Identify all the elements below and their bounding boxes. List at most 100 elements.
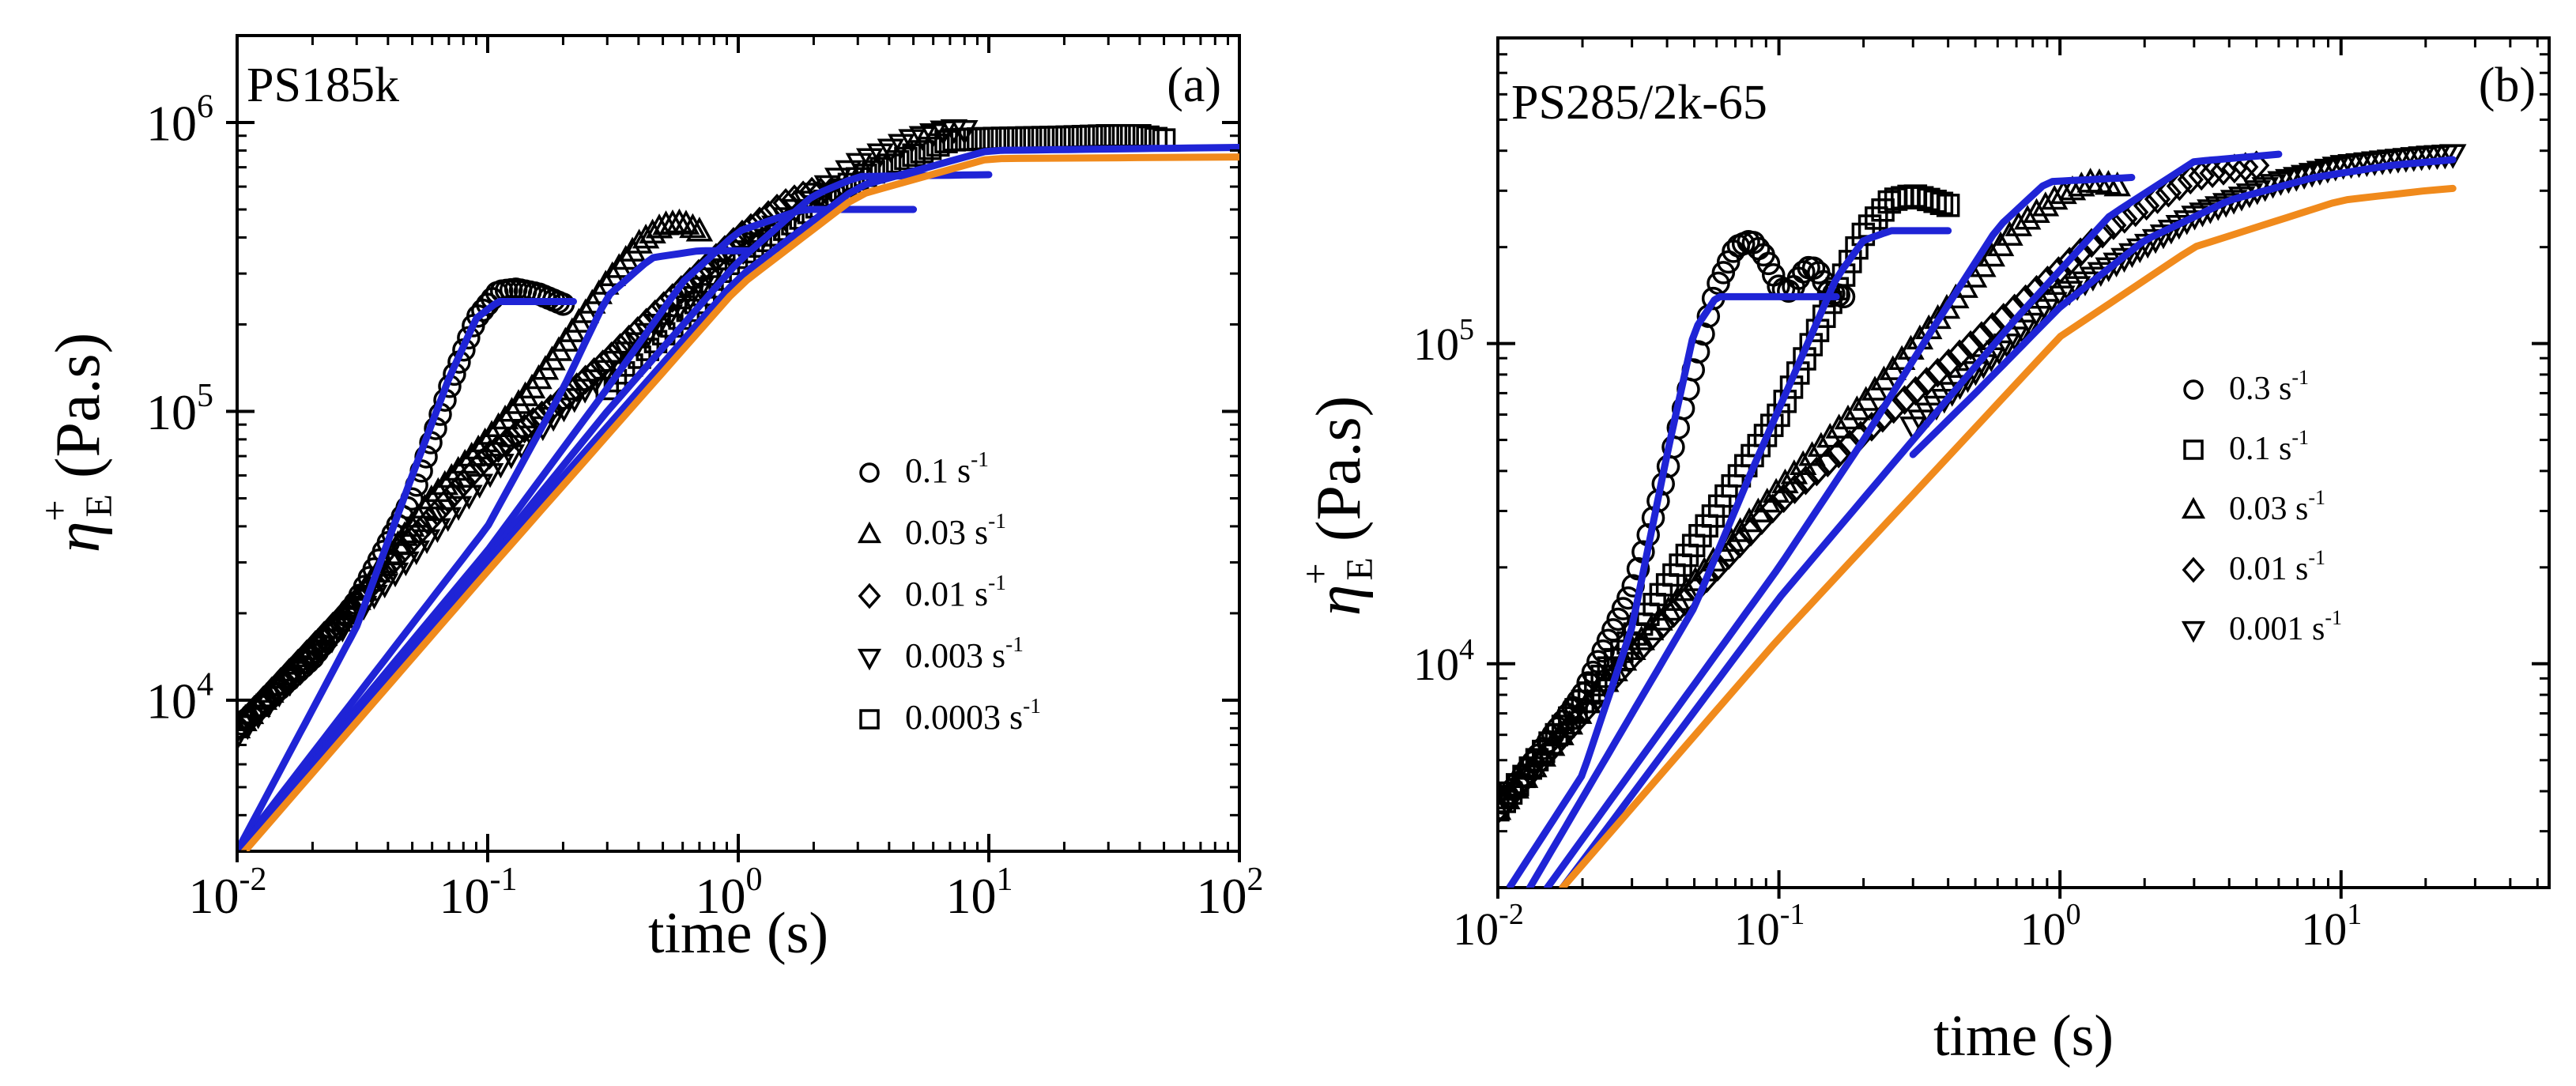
data-point xyxy=(1825,438,1852,469)
panel-b-ylabel-unit: (Pa.s) xyxy=(1304,396,1374,557)
data-point xyxy=(511,413,538,443)
data-point xyxy=(1957,330,1984,360)
data-point xyxy=(511,381,539,406)
data-point xyxy=(2133,190,2160,221)
data-point xyxy=(311,620,338,651)
x-tick-label: 100 xyxy=(696,862,763,924)
data-point xyxy=(902,143,926,167)
x-tick-label: 101 xyxy=(2301,898,2362,955)
data-point xyxy=(237,726,251,752)
legend-item: 0.1 s-1 xyxy=(2183,426,2309,467)
data-point xyxy=(307,639,335,665)
legend-label: 0.01 s-1 xyxy=(905,571,1006,613)
legend-marker-square xyxy=(859,709,880,730)
y-tick-label: 105 xyxy=(146,378,213,440)
data-point xyxy=(402,540,430,566)
data-point xyxy=(476,462,504,488)
model-line-blue xyxy=(237,247,752,851)
data-point xyxy=(371,573,398,599)
data-point xyxy=(276,672,304,697)
data-point xyxy=(668,274,695,305)
data-point xyxy=(1946,339,1973,370)
legend-marker-triangle-down xyxy=(857,648,882,671)
panel-b-ylabel-sub: E xyxy=(1339,557,1381,580)
data-point xyxy=(2050,179,2077,205)
data-point xyxy=(504,389,533,414)
series-triangle-up xyxy=(1498,168,2132,820)
data-point xyxy=(471,427,499,453)
panel-b-y-axis-label: η+E (Pa.s) xyxy=(1295,396,1381,617)
data-point xyxy=(605,253,633,278)
data-point xyxy=(286,661,315,686)
panel-b-plot-frame xyxy=(1496,36,2551,889)
data-point xyxy=(485,433,512,463)
data-point xyxy=(237,713,251,744)
model-line-blue xyxy=(237,144,1239,851)
y-tick-label: 104 xyxy=(146,667,213,730)
panel-b-ylabel-eta: η xyxy=(1304,585,1374,617)
series-square xyxy=(595,123,1176,401)
x-tick-label: 10-2 xyxy=(1453,898,1524,955)
data-point xyxy=(1591,639,1615,663)
model-line-blue xyxy=(1526,227,1952,888)
model-line-blue xyxy=(1559,150,2283,888)
data-point xyxy=(1551,715,1575,738)
data-point xyxy=(2199,158,2226,189)
data-point xyxy=(455,485,483,510)
data-point xyxy=(1924,357,1951,388)
data-point xyxy=(1979,311,2006,342)
legend-label: 0.1 s-1 xyxy=(2229,426,2309,467)
data-point xyxy=(392,551,420,577)
panel-a-legend: 0.1 s-1 0.03 s-1 0.01 s-1 0.003 s-1 0.0003 s… xyxy=(857,447,1041,737)
panel-a-y-axis-label: η+E (Pa.s) xyxy=(34,333,120,553)
legend-item: 0.03 s-1 xyxy=(857,509,1006,552)
x-tick-label: 10-1 xyxy=(1734,898,1805,955)
model-line-blue xyxy=(1544,174,2136,888)
data-point xyxy=(466,473,494,499)
data-point xyxy=(349,595,378,621)
data-point xyxy=(2232,152,2259,183)
data-point xyxy=(381,562,409,588)
data-point xyxy=(1781,474,1808,504)
panel-b-label: (b) xyxy=(2479,58,2536,112)
x-tick-label: 100 xyxy=(2020,898,2081,955)
data-point xyxy=(2438,144,2467,169)
data-point xyxy=(1532,739,1556,764)
data-point xyxy=(1525,748,1549,771)
legend-marker-diamond xyxy=(2182,556,2205,583)
x-tick-label: 102 xyxy=(1197,862,1264,924)
y-tick-label: 105 xyxy=(1413,313,1474,370)
data-point xyxy=(1891,385,1918,415)
data-point xyxy=(2144,184,2171,214)
legend-marker-circle xyxy=(859,462,880,483)
panel-b-plot-area xyxy=(1498,144,2467,888)
data-point xyxy=(918,136,942,160)
data-point xyxy=(1606,607,1630,632)
data-point xyxy=(498,397,526,422)
data-point xyxy=(894,146,918,171)
panel-b-title: PS285/2k-65 xyxy=(1511,76,1767,130)
data-point xyxy=(1759,493,1786,524)
model-line-blue xyxy=(1909,156,2457,458)
panel-b-chart: 10-2 10-1 100 101 104 105 PS285/2k-65 (b) tim… xyxy=(1295,36,2551,1069)
data-point xyxy=(2210,155,2237,186)
data-point xyxy=(2067,237,2094,268)
data-point xyxy=(329,617,356,643)
data-point xyxy=(595,376,619,401)
panel-a-ylabel-sub: E xyxy=(78,494,120,517)
model-line-blue xyxy=(237,298,577,851)
model-line-blue xyxy=(237,206,918,851)
data-point xyxy=(2013,205,2042,230)
data-point xyxy=(708,267,732,291)
data-point xyxy=(639,218,666,243)
data-point xyxy=(2321,156,2350,182)
legend-label: 0.1 s-1 xyxy=(905,447,989,490)
panel-b-axes: 10-2 10-1 100 101 104 105 xyxy=(1413,36,2549,955)
legend-label: 0.0003 s-1 xyxy=(905,694,1041,737)
data-point xyxy=(497,444,526,469)
data-point xyxy=(1770,483,1797,514)
model-line-orange xyxy=(239,153,1239,851)
data-point xyxy=(2155,177,2182,208)
data-point xyxy=(318,628,346,654)
data-point xyxy=(1869,402,1896,433)
